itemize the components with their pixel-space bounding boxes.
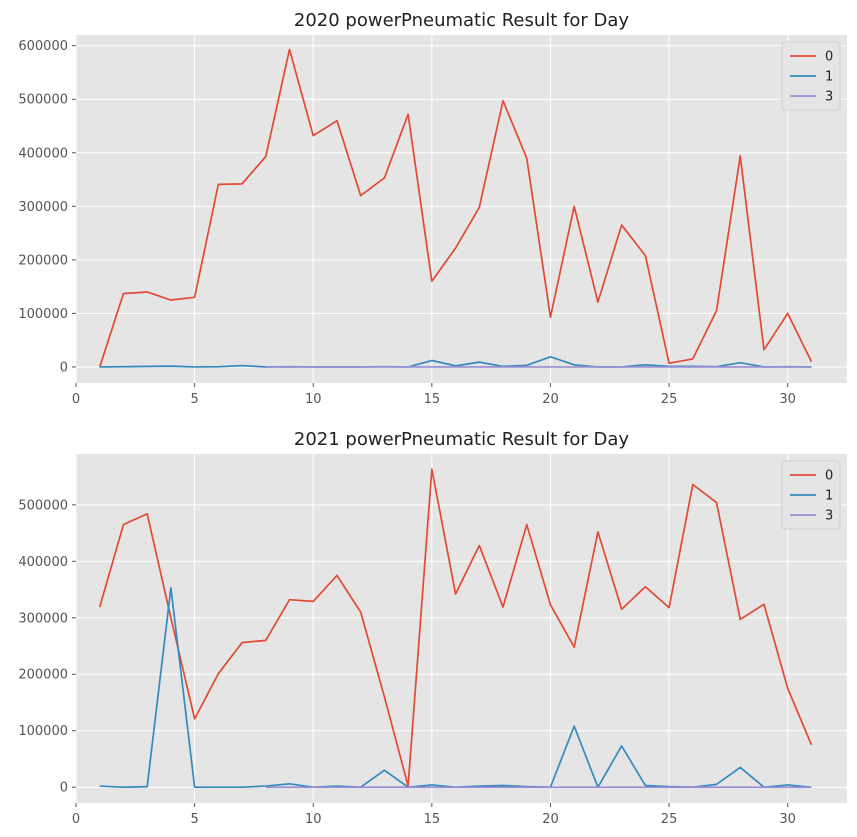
chart-title: 2020 powerPneumatic Result for Day: [294, 10, 630, 31]
y-tick-label: 300000: [18, 200, 68, 215]
x-tick-label: 15: [424, 392, 441, 407]
x-tick-label: 5: [190, 812, 198, 827]
y-tick-label: 0: [60, 781, 68, 796]
x-tick-label: 20: [542, 392, 559, 407]
x-tick-label: 10: [305, 812, 322, 827]
legend-label-1: 1: [825, 70, 833, 85]
x-tick-label: 0: [72, 392, 80, 407]
chart-0: 0 5 10 15 20 25 300100000200000300000400000500…: [18, 10, 847, 407]
x-tick-label: 10: [305, 392, 322, 407]
y-tick-label: 500000: [18, 498, 68, 513]
y-tick-label: 400000: [18, 555, 68, 570]
y-tick-label: 300000: [18, 611, 68, 626]
x-tick-label: 20: [542, 812, 559, 827]
y-tick-label: 400000: [18, 146, 68, 161]
legend-label-3: 3: [825, 509, 833, 524]
y-tick-label: 100000: [18, 724, 68, 739]
y-tick-label: 500000: [18, 93, 68, 108]
legend-label-3: 3: [825, 90, 833, 105]
plot-area: [76, 35, 847, 383]
legend-label-0: 0: [825, 469, 833, 484]
plot-area: [76, 454, 847, 803]
x-tick-label: 30: [779, 812, 796, 827]
y-tick-label: 200000: [18, 668, 68, 683]
chart-title: 2021 powerPneumatic Result for Day: [294, 429, 630, 450]
y-tick-label: 100000: [18, 307, 68, 322]
legend: 0 1 3: [781, 460, 841, 530]
legend-label-0: 0: [825, 50, 833, 65]
y-tick-label: 600000: [18, 39, 68, 54]
x-tick-label: 25: [661, 392, 678, 407]
x-tick-label: 15: [424, 812, 441, 827]
y-tick-label: 0: [60, 360, 68, 375]
legend-label-1: 1: [825, 489, 833, 504]
legend: 0 1 3: [781, 41, 841, 111]
series-line-0: [98, 48, 813, 368]
y-tick-label: 200000: [18, 253, 68, 268]
chart-1: 0 5 10 15 20 25 300100000200000300000400000500…: [18, 429, 847, 827]
x-tick-label: 0: [72, 812, 80, 827]
x-tick-label: 30: [779, 392, 796, 407]
x-tick-label: 5: [190, 392, 198, 407]
series-line-0: [98, 468, 813, 787]
x-tick-label: 25: [661, 812, 678, 827]
